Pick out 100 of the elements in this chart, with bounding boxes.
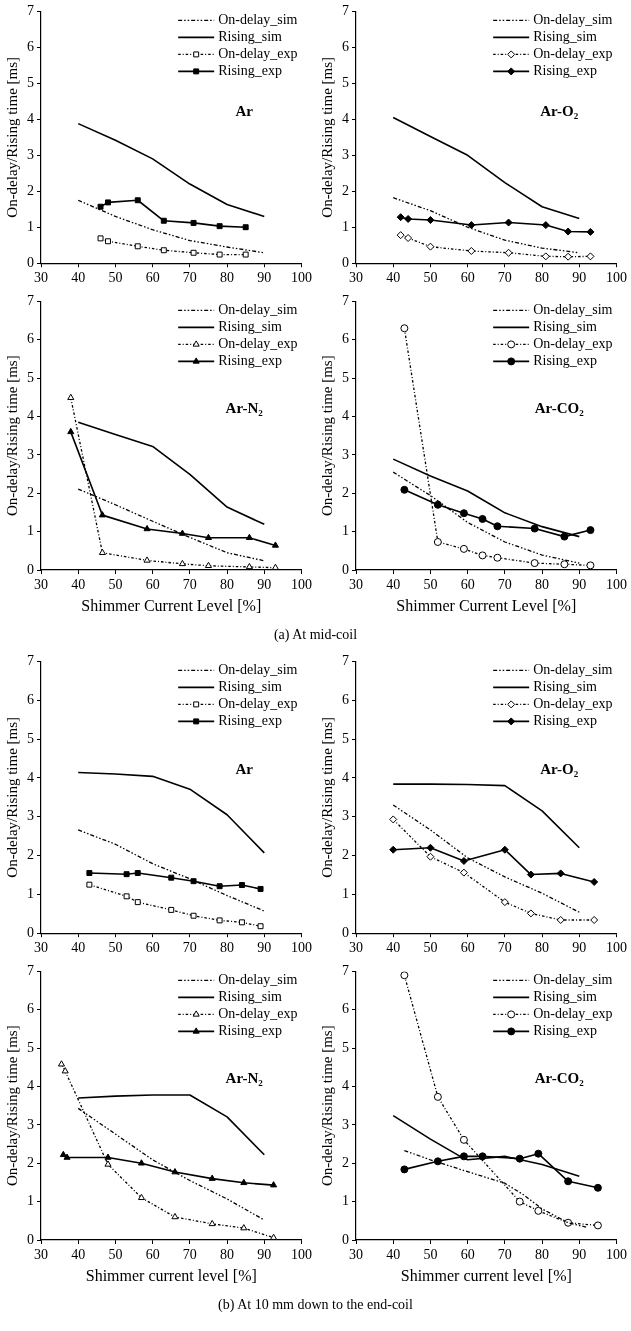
x-tick-label: 60: [145, 577, 160, 593]
y-tick-label: 2: [342, 182, 349, 198]
x-tick-label: 60: [145, 1247, 160, 1263]
x-tick-label: 50: [423, 940, 438, 956]
y-axis-title: On-delay/Rising time [ms]: [318, 56, 335, 218]
legend-label: Rising_exp: [218, 1023, 282, 1039]
x-tick-label: 40: [71, 577, 86, 593]
y-tick-label: 1: [342, 1193, 349, 1209]
y-axis-title: On-delay/Rising time [ms]: [318, 355, 335, 517]
legend-label: Rising_sim: [533, 989, 598, 1005]
legend-label: On-delay_sim: [533, 972, 613, 988]
legend-label: Rising_sim: [218, 319, 283, 335]
x-tick-label: 100: [291, 577, 312, 593]
legend-label: On-delay_sim: [218, 662, 298, 678]
y-tick-label: 0: [342, 254, 349, 270]
x-tick-label: 70: [497, 270, 512, 286]
y-tick-label: 2: [27, 1154, 34, 1170]
annotation: Ar-CO₂: [534, 399, 585, 416]
x-tick-label: 40: [71, 270, 86, 286]
x-tick-label: 70: [497, 940, 512, 956]
x-tick-label: 70: [497, 577, 512, 593]
y-tick-label: 7: [27, 293, 34, 309]
legend-label: Rising_sim: [218, 29, 283, 45]
annotation: Ar-CO₂: [534, 1069, 585, 1086]
x-tick-label: 80: [220, 940, 235, 956]
x-tick-label: 60: [460, 940, 475, 956]
legend-label: Rising_sim: [533, 29, 598, 45]
y-tick-label: 7: [27, 653, 34, 669]
legend-label: On-delay_exp: [533, 1006, 613, 1022]
y-tick-label: 3: [342, 1116, 349, 1132]
y-tick-label: 2: [27, 847, 34, 863]
y-tick-label: 5: [342, 730, 349, 746]
x-tick-label: 80: [220, 1247, 235, 1263]
legend-label: On-delay_sim: [218, 12, 298, 28]
x-tick-label: 50: [108, 270, 123, 286]
y-tick-label: 6: [342, 331, 349, 347]
x-tick-label: 60: [460, 270, 475, 286]
y-tick-label: 7: [342, 3, 349, 19]
x-tick-label: 80: [220, 577, 235, 593]
x-tick-label: 80: [535, 940, 550, 956]
y-tick-label: 4: [342, 408, 349, 424]
y-tick-label: 3: [27, 808, 34, 824]
x-tick-label: 90: [257, 1247, 272, 1263]
legend-label: Rising_exp: [533, 713, 597, 729]
y-tick-label: 0: [342, 1231, 349, 1247]
y-tick-label: 1: [27, 218, 34, 234]
legend-label: On-delay_exp: [533, 696, 613, 712]
legend-label: Rising_sim: [533, 319, 598, 335]
x-tick-label: 30: [349, 577, 363, 593]
y-tick-label: 3: [27, 446, 34, 462]
x-tick-label: 70: [182, 1247, 197, 1263]
y-tick-label: 6: [342, 691, 349, 707]
y-axis-title: On-delay/Rising time [ms]: [3, 355, 20, 517]
x-tick-label: 50: [108, 1247, 123, 1263]
legend-label: Rising_exp: [218, 353, 282, 369]
y-tick-label: 3: [342, 146, 349, 162]
x-axis-title: Shimmer Current Level [%]: [81, 596, 262, 614]
legend-label: On-delay_exp: [533, 46, 613, 62]
x-tick-label: 30: [349, 1247, 363, 1263]
y-tick-label: 4: [27, 769, 34, 785]
legend-label: On-delay_exp: [218, 696, 298, 712]
annotation: Ar-O₂: [540, 103, 579, 119]
x-tick-label: 90: [257, 940, 272, 956]
x-tick-label: 70: [182, 577, 197, 593]
y-tick-label: 2: [342, 847, 349, 863]
legend-label: Rising_exp: [218, 713, 282, 729]
y-tick-label: 5: [27, 369, 34, 385]
legend-label: On-delay_sim: [218, 972, 298, 988]
legend-label: On-delay_sim: [218, 302, 298, 318]
y-tick-label: 0: [27, 1231, 34, 1247]
legend-label: Rising_exp: [218, 63, 282, 79]
y-tick-label: 7: [342, 293, 349, 309]
y-axis-title: On-delay/Rising time [ms]: [3, 1025, 20, 1187]
y-tick-label: 4: [27, 110, 34, 126]
x-tick-label: 100: [291, 1247, 312, 1263]
y-tick-label: 4: [27, 408, 34, 424]
x-tick-label: 100: [606, 1247, 627, 1263]
legend-label: Rising_exp: [533, 353, 597, 369]
y-tick-label: 4: [342, 1078, 349, 1094]
y-tick-label: 1: [27, 886, 34, 902]
legend-label: On-delay_exp: [218, 336, 298, 352]
y-tick-label: 2: [27, 484, 34, 500]
x-tick-label: 60: [145, 940, 160, 956]
y-tick-label: 1: [27, 1193, 34, 1209]
y-tick-label: 5: [342, 75, 349, 91]
x-tick-label: 40: [386, 940, 401, 956]
legend-label: Rising_exp: [533, 63, 597, 79]
x-tick-label: 90: [572, 1247, 587, 1263]
y-tick-label: 1: [342, 523, 349, 539]
y-tick-label: 0: [342, 924, 349, 940]
text: (a) At mid-coil: [272, 626, 359, 644]
x-tick-label: 50: [423, 270, 438, 286]
x-tick-label: 100: [606, 577, 627, 593]
x-axis-title: Shimmer current level [%]: [85, 1266, 257, 1284]
legend-label: On-delay_exp: [533, 336, 613, 352]
y-tick-label: 5: [27, 75, 34, 91]
x-tick-label: 40: [71, 1247, 86, 1263]
y-tick-label: 7: [342, 963, 349, 979]
x-tick-label: 40: [386, 577, 401, 593]
y-tick-label: 2: [27, 182, 34, 198]
